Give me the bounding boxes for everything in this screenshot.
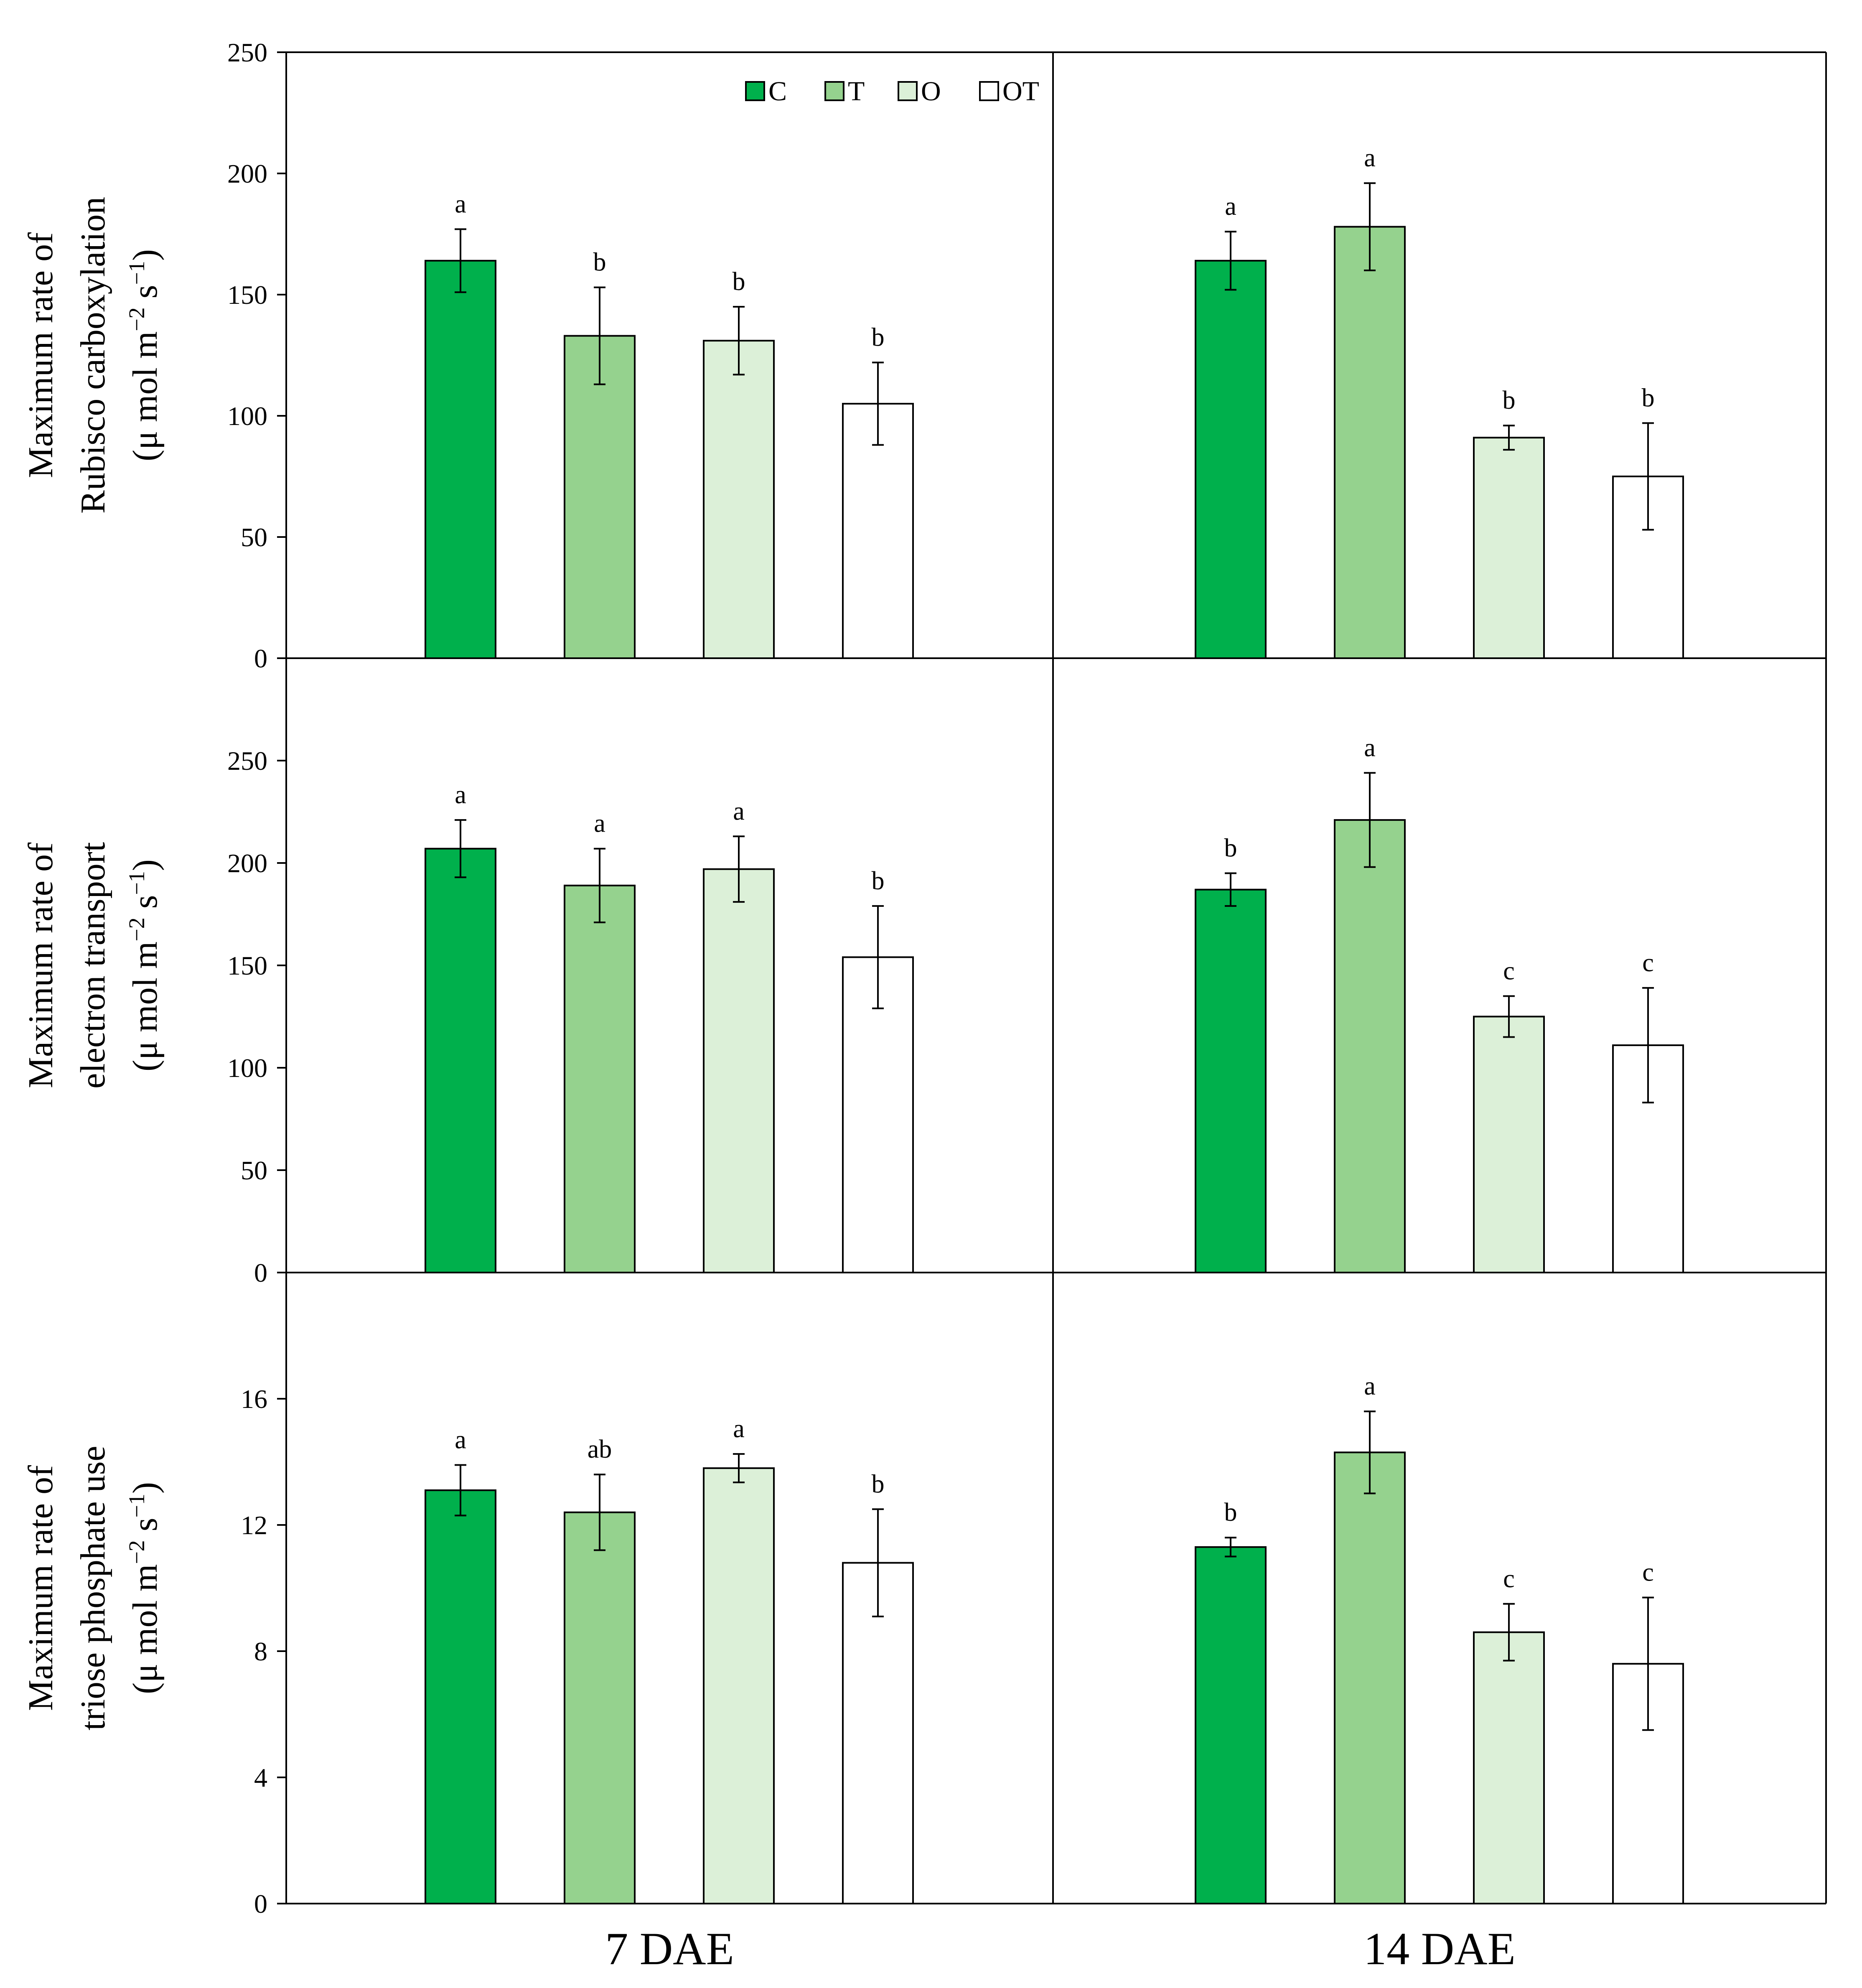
bar-ot (842, 956, 914, 1273)
legend-swatch-c (745, 81, 765, 101)
bar-o (703, 340, 775, 659)
legend-label: O (921, 76, 941, 107)
y-axis-title-line: Maximum rate of (21, 843, 60, 1088)
bar-c (1195, 888, 1267, 1273)
significance-letter: c (1503, 1565, 1515, 1593)
bar-ot (842, 403, 914, 659)
y-axis-unit: (μ mol m−2 s−1) (124, 1482, 165, 1694)
bar-c (1195, 1546, 1267, 1905)
y-axis-unit: (μ mol m−2 s−1) (124, 249, 165, 461)
significance-letter: a (455, 781, 466, 809)
bar-t (564, 884, 636, 1273)
y-axis-title-line: Maximum rate of (21, 1465, 60, 1711)
significance-letter: b (872, 323, 885, 351)
y-tick-label: 12 (241, 1510, 267, 1540)
significance-letter: a (733, 1415, 745, 1443)
significance-letter: c (1642, 1558, 1654, 1587)
bar-t (1334, 1451, 1406, 1905)
significance-letter: c (1642, 949, 1654, 977)
significance-letter: a (733, 797, 745, 825)
significance-letter: a (1364, 733, 1376, 762)
y-tick-label: 0 (254, 1258, 267, 1288)
bar-c (425, 1489, 496, 1904)
y-axis-title-line: triose phosphate use (74, 1446, 112, 1730)
significance-letter: b (1224, 834, 1237, 863)
significance-letter: a (594, 809, 605, 838)
bar-o (703, 1467, 775, 1905)
y-axis-title-line: Maximum rate of (21, 232, 60, 478)
y-tick-label: 50 (241, 1156, 267, 1185)
significance-letter: c (1503, 957, 1515, 985)
y-tick-label: 150 (227, 951, 267, 980)
y-tick-label: 0 (254, 644, 267, 673)
bar-c (1195, 260, 1267, 659)
significance-letter: b (872, 867, 885, 895)
significance-letter: a (455, 1426, 466, 1454)
bar-o (1473, 1631, 1545, 1904)
legend-label: C (768, 76, 787, 107)
significance-letter: a (1225, 192, 1236, 221)
y-axis-title-line: electron transport (74, 842, 112, 1089)
significance-letter: a (1364, 144, 1376, 172)
bar-c (425, 260, 496, 659)
significance-letter: b (1503, 386, 1516, 415)
legend-swatch-ot (979, 81, 999, 101)
y-tick-label: 250 (227, 746, 267, 776)
bar-c (425, 848, 496, 1273)
legend-swatch-o (898, 81, 918, 101)
significance-letter: b (733, 267, 745, 296)
significance-letter: b (593, 248, 606, 277)
significance-letter: b (872, 1470, 885, 1498)
bar-t (564, 1511, 636, 1905)
y-tick-label: 100 (227, 1053, 267, 1083)
y-axis-unit: (μ mol m−2 s−1) (124, 859, 165, 1072)
y-tick-label: 8 (254, 1637, 267, 1666)
y-tick-label: 4 (254, 1763, 267, 1792)
y-tick-label: 50 (241, 522, 267, 552)
x-group-label: 14 DAE (1363, 1923, 1516, 1974)
bar-t (564, 335, 636, 659)
x-group-label: 7 DAE (605, 1923, 734, 1974)
y-tick-label: 16 (241, 1384, 267, 1414)
bar-o (703, 868, 775, 1273)
bar-t (1334, 819, 1406, 1273)
significance-letter: b (1642, 384, 1655, 412)
bar-o (1473, 1016, 1545, 1273)
y-tick-label: 100 (227, 401, 267, 431)
y-tick-label: 200 (227, 159, 267, 188)
bar-t (1334, 226, 1406, 659)
significance-letter: a (455, 190, 466, 218)
y-tick-label: 250 (227, 38, 267, 67)
significance-letter: b (1224, 1498, 1237, 1527)
legend-swatch-t (824, 81, 845, 101)
bar-ot (842, 1562, 914, 1905)
legend-label: OT (1002, 76, 1039, 107)
y-tick-label: 150 (227, 280, 267, 310)
y-tick-label: 0 (254, 1889, 267, 1919)
significance-letter: a (1364, 1372, 1376, 1400)
bar-o (1473, 437, 1545, 659)
significance-letter: ab (588, 1435, 612, 1464)
legend-label: T (848, 76, 865, 107)
y-tick-label: 200 (227, 848, 267, 878)
y-axis-title-line: Rubisco carboxylation (74, 197, 112, 514)
